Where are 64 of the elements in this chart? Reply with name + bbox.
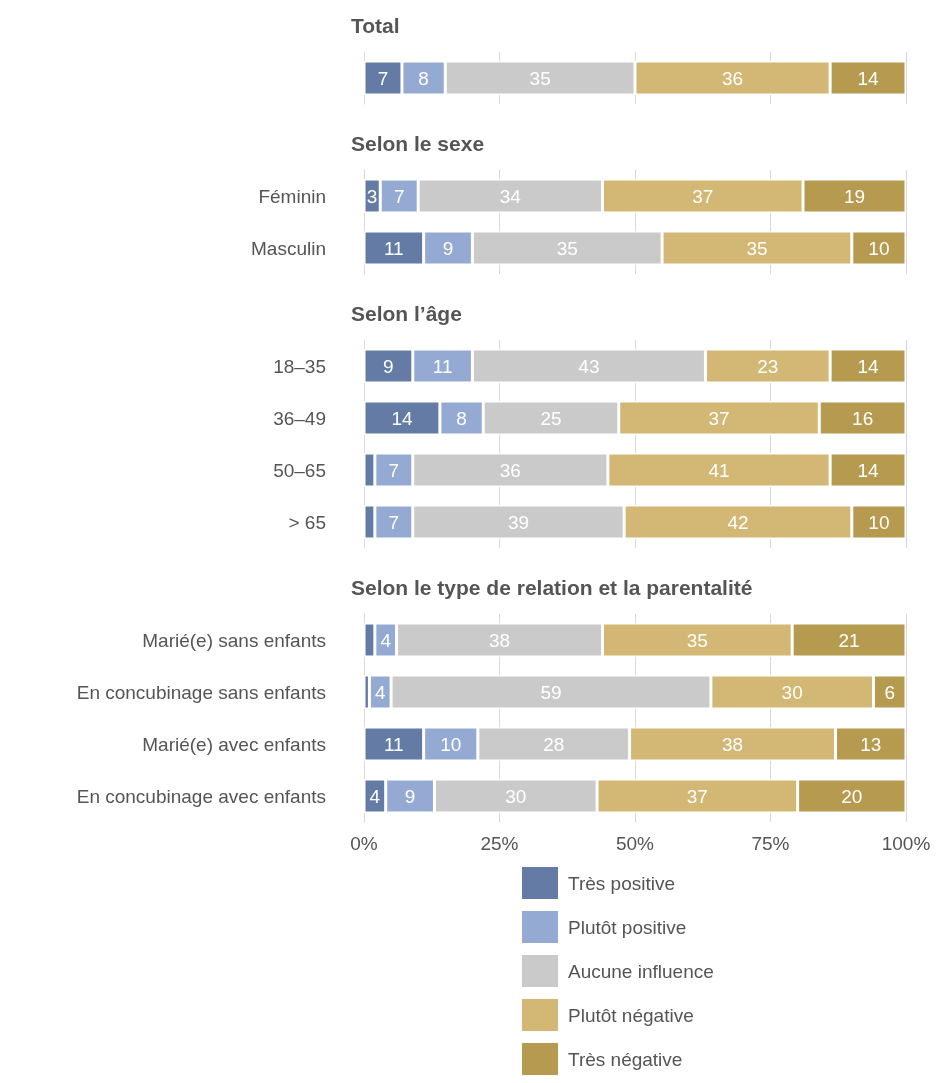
data-label: 42: [727, 511, 749, 533]
data-label: 37: [692, 185, 714, 207]
legend-label: Très négative: [568, 1048, 683, 1070]
x-tick-label: 50%: [615, 833, 655, 854]
y-tick-label: En concubinage avec enfants: [76, 785, 326, 807]
y-tick-label: En concubinage sans enfants: [76, 681, 326, 703]
data-label: 37: [708, 407, 730, 429]
y-tick-label: 50–65: [273, 459, 326, 481]
y-tick-label: Féminin: [258, 185, 326, 207]
data-label: 35: [686, 629, 708, 651]
data-label: 11: [383, 733, 404, 755]
data-label: 6: [884, 681, 896, 703]
data-label: 7: [388, 511, 400, 533]
data-label: 23: [757, 355, 779, 377]
chart-title: Selon le sexe: [351, 132, 485, 155]
data-label: 14: [857, 459, 880, 481]
y-tick-label: Marié(e) sans enfants: [142, 629, 326, 651]
data-label: 38: [721, 733, 744, 755]
data-label: 21: [838, 629, 860, 651]
chart-title: Selon l’âge: [351, 302, 462, 325]
x-tick-label: 100%: [881, 833, 931, 854]
data-label: 19: [843, 185, 866, 207]
data-label: 20: [841, 785, 863, 807]
data-label: 10: [868, 511, 890, 533]
data-label: 41: [708, 459, 730, 481]
chart-title: Selon le type de relation et la parentalité: [351, 576, 753, 599]
data-label: 4: [380, 629, 392, 651]
y-tick-label: 18–35: [273, 355, 326, 377]
data-label: 14: [857, 355, 880, 377]
data-label: 36: [721, 67, 744, 89]
data-label: 37: [686, 785, 708, 807]
legend-label: Plutôt positive: [568, 916, 687, 938]
data-label: 30: [781, 681, 803, 703]
y-tick-label: 36–49: [273, 407, 326, 429]
data-label: 9: [404, 785, 416, 807]
data-label: 4: [369, 785, 381, 807]
data-label: 14: [391, 407, 413, 429]
legend-label: Plutôt négative: [568, 1004, 694, 1026]
data-label: 8: [456, 407, 467, 429]
data-label: 4: [374, 681, 386, 703]
data-label: 13: [860, 733, 882, 755]
data-label: 9: [383, 355, 394, 377]
x-tick-label: 25%: [480, 833, 519, 854]
data-label: 14: [857, 67, 880, 89]
chart-title: Total: [351, 14, 400, 37]
data-label: 7: [388, 459, 400, 481]
data-label: 16: [852, 407, 874, 429]
y-tick-label: Masculin: [251, 237, 326, 259]
data-label: 3: [366, 185, 378, 207]
data-label: 7: [377, 67, 389, 89]
data-label: 10: [868, 237, 890, 259]
y-tick-label: > 65: [288, 511, 326, 533]
legend-label: Très positive: [568, 872, 675, 894]
x-tick-label: 75%: [751, 833, 790, 854]
data-label: 11: [432, 355, 453, 377]
legend-label: Aucune influence: [568, 960, 714, 982]
data-label: 35: [746, 237, 768, 259]
x-tick-label: 0%: [350, 833, 378, 854]
data-label: 9: [442, 237, 454, 259]
data-label: 7: [393, 185, 405, 207]
data-label: 10: [440, 733, 462, 755]
data-label: 11: [383, 237, 404, 259]
y-tick-label: Marié(e) avec enfants: [142, 733, 326, 755]
data-label: 8: [418, 67, 429, 89]
